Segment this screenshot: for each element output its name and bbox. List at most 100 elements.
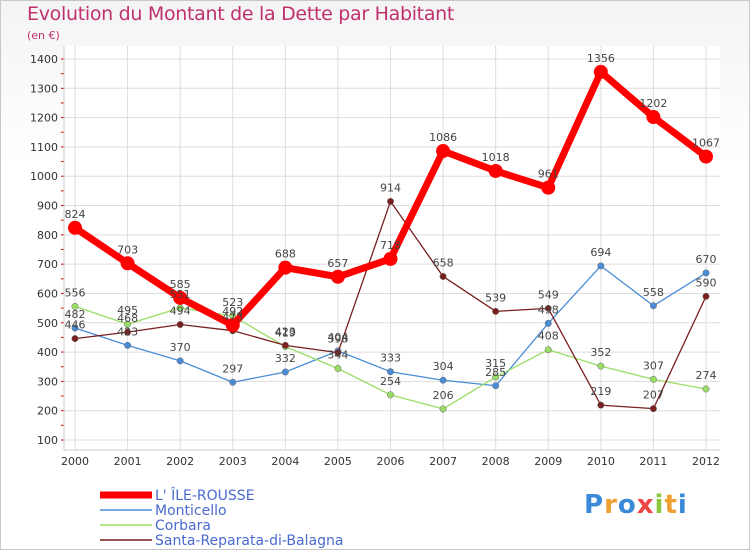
data-label: 495 (117, 304, 138, 317)
data-label: 558 (643, 286, 664, 299)
y-tick-label: 200 (37, 405, 58, 418)
proxiti-logo: Proxiti (584, 490, 688, 520)
data-label: 658 (433, 256, 454, 269)
series-point-1 (544, 319, 552, 327)
series-point-0 (488, 163, 503, 178)
series-point-1 (492, 382, 500, 390)
series-point-2 (124, 320, 132, 328)
data-label: 419 (275, 327, 296, 340)
y-tick-label: 900 (37, 200, 58, 213)
series-point-1 (176, 357, 184, 365)
y-tick-label: 400 (37, 346, 58, 359)
data-label: 494 (170, 305, 191, 318)
data-label: 1018 (482, 151, 510, 164)
series-point-0 (173, 290, 188, 305)
x-tick-label: 2001 (114, 455, 142, 468)
series-point-2 (71, 302, 79, 310)
y-tick-label: 800 (37, 229, 58, 242)
x-tick-label: 2000 (61, 455, 89, 468)
legend-label: Santa-Reparata-di-Balagna (155, 533, 343, 549)
y-tick-label: 500 (37, 317, 58, 330)
data-label: 206 (433, 389, 454, 402)
y-tick-label: 100 (37, 434, 58, 447)
data-label: 285 (485, 366, 506, 379)
series-point-0 (436, 144, 451, 159)
y-tick-label: 1000 (30, 170, 58, 183)
series-point-0 (120, 256, 135, 271)
series-point-3 (176, 321, 184, 328)
data-label: 549 (538, 288, 559, 301)
series-point-1 (597, 262, 605, 270)
data-label: 207 (643, 389, 664, 402)
x-tick-label: 2007 (429, 455, 457, 468)
series-point-2 (387, 391, 394, 399)
series-point-0 (646, 110, 661, 125)
data-label: 274 (696, 369, 717, 382)
legend-label: L' ÎLE-ROUSSE (155, 486, 255, 504)
data-label: 523 (222, 296, 243, 309)
data-label: 585 (170, 278, 191, 291)
data-label: 219 (590, 385, 611, 398)
data-label: 1067 (692, 137, 720, 150)
series-point-3 (544, 304, 552, 312)
x-tick-label: 2006 (377, 455, 405, 468)
series-point-1 (702, 269, 710, 277)
data-label: 492 (222, 305, 243, 318)
series-point-2 (334, 365, 342, 372)
data-label: 1202 (639, 97, 667, 110)
series-point-3 (649, 405, 657, 413)
series-point-1 (649, 302, 657, 310)
data-label: 344 (327, 348, 348, 361)
data-label: 468 (117, 312, 138, 325)
data-label: 423 (275, 325, 296, 338)
data-label: 408 (538, 330, 559, 343)
series-point-3 (124, 328, 132, 336)
data-label: 315 (485, 357, 506, 370)
series-point-2 (702, 385, 710, 393)
data-label: 914 (380, 181, 401, 194)
data-label: 498 (538, 303, 559, 316)
x-tick-label: 2008 (482, 455, 510, 468)
series-point-0 (383, 251, 398, 266)
series-point-0 (225, 318, 240, 333)
chart-title: Evolution du Montant de la Dette par Hab… (27, 3, 455, 25)
x-tick-label: 2003 (219, 455, 247, 468)
series-point-1 (439, 376, 447, 384)
data-label: 446 (65, 319, 86, 332)
series-point-3 (439, 273, 447, 280)
series-point-0 (541, 180, 556, 195)
y-tick-label: 1300 (30, 82, 58, 95)
series-point-0 (278, 260, 293, 275)
data-label: 551 (170, 288, 191, 301)
x-tick-label: 2011 (639, 455, 667, 468)
data-label: 332 (275, 352, 296, 365)
y-tick-label: 1100 (30, 141, 58, 154)
y-tick-label: 1200 (30, 112, 58, 125)
data-label: 254 (380, 375, 401, 388)
y-tick-label: 700 (37, 258, 58, 271)
series-point-1 (71, 324, 79, 332)
x-tick-label: 2009 (534, 455, 562, 468)
series-point-1 (124, 341, 132, 349)
series-point-3 (334, 349, 342, 357)
data-label: 688 (275, 248, 296, 261)
series-point-3 (597, 401, 605, 409)
series-point-0 (330, 269, 345, 284)
data-label: 1086 (429, 131, 457, 144)
series-point-0 (593, 64, 608, 79)
x-tick-label: 2012 (692, 455, 720, 468)
series-point-3 (492, 307, 500, 315)
x-tick-label: 2002 (166, 455, 194, 468)
data-label: 670 (696, 253, 717, 266)
data-label: 703 (117, 243, 138, 256)
x-tick-label: 2005 (324, 455, 352, 468)
data-label: 590 (696, 276, 717, 289)
data-label: 1356 (587, 52, 615, 65)
series-point-2 (492, 373, 500, 381)
series-point-0 (699, 149, 713, 164)
x-tick-label: 2004 (271, 455, 299, 468)
series-point-3 (281, 341, 289, 349)
series-point-3 (71, 335, 79, 343)
data-label: 657 (327, 257, 348, 270)
